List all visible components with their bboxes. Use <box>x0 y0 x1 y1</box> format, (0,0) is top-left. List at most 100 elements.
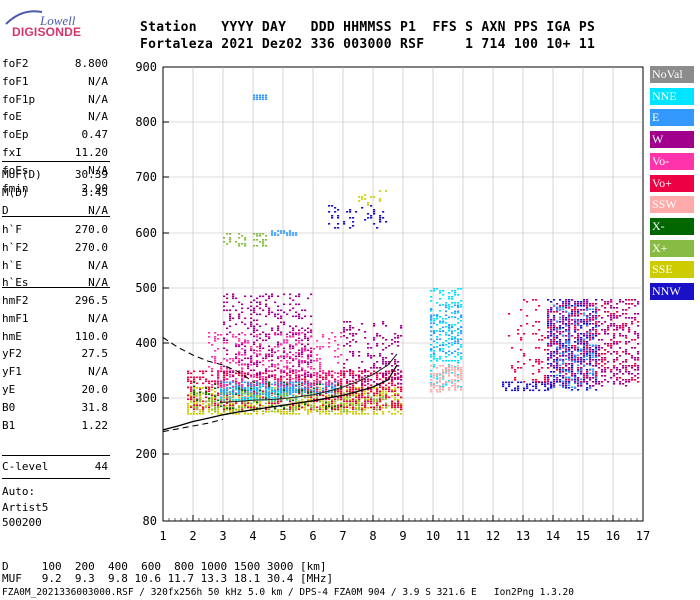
echo-point <box>565 346 568 349</box>
echo-point <box>244 295 247 298</box>
echo-point <box>538 339 541 341</box>
y-tick-label: 500 <box>135 281 157 295</box>
echo-point <box>595 311 598 313</box>
echo-point <box>256 365 259 368</box>
echo-point <box>307 327 310 330</box>
echo-point <box>262 413 265 415</box>
echo-point <box>241 380 244 382</box>
echo-point <box>448 324 451 327</box>
echo-point <box>289 348 292 350</box>
echo-point <box>346 343 349 345</box>
echo-point <box>232 403 235 405</box>
echo-point <box>538 389 541 392</box>
echo-point <box>307 387 310 390</box>
x-tick-label: 10 <box>426 529 440 543</box>
echo-point <box>367 353 370 355</box>
echo-point <box>256 393 259 396</box>
echo-point <box>586 331 589 333</box>
echo-point <box>199 409 202 411</box>
echo-point <box>442 294 445 296</box>
echo-point <box>223 393 226 396</box>
echo-point <box>352 377 355 379</box>
echo-point <box>322 346 325 348</box>
echo-point <box>271 293 274 296</box>
echo-point <box>394 361 397 363</box>
y-tick-label: 400 <box>135 336 157 350</box>
echo-point <box>334 340 337 342</box>
echo-point <box>622 373 625 375</box>
echo-point <box>580 339 583 341</box>
echo-point <box>439 310 442 312</box>
echo-point <box>634 317 637 319</box>
echo-point <box>256 239 259 241</box>
echo-point <box>451 336 454 338</box>
echo-point <box>373 325 376 327</box>
echo-point <box>430 376 433 378</box>
echo-point <box>307 382 310 385</box>
echo-point <box>553 352 556 355</box>
echo-point <box>547 349 550 351</box>
echo-point <box>562 359 565 361</box>
echo-point <box>265 235 268 237</box>
echo-point <box>589 352 592 355</box>
echo-point <box>580 333 583 335</box>
echo-point <box>322 401 325 403</box>
echo-point <box>619 355 622 357</box>
echo-point <box>328 394 331 397</box>
echo-point <box>571 365 574 367</box>
echo-point <box>439 374 442 376</box>
echo-point <box>448 326 451 329</box>
echo-point <box>247 365 250 368</box>
param-value: 44 <box>94 460 108 473</box>
echo-point <box>595 353 598 355</box>
echo-point <box>592 374 595 377</box>
echo-point <box>337 209 340 211</box>
param-label: foF1p <box>2 92 36 106</box>
echo-point <box>298 363 301 366</box>
echo-point <box>361 394 364 397</box>
echo-point <box>583 349 586 351</box>
echo-point <box>226 398 229 401</box>
echo-cluster-nne <box>430 288 463 388</box>
echo-point <box>307 343 310 346</box>
echo-point <box>577 377 580 379</box>
echo-point <box>250 402 253 405</box>
echo-point <box>397 341 400 343</box>
echo-point <box>328 338 331 340</box>
echo-point <box>568 315 571 317</box>
echo-point <box>289 351 292 354</box>
echo-point <box>187 407 190 409</box>
echo-point <box>583 299 586 301</box>
echo-point <box>208 400 211 403</box>
echo-point <box>226 333 229 336</box>
echo-point <box>457 374 460 376</box>
echo-point <box>256 391 259 393</box>
echo-point <box>271 397 274 399</box>
echo-point <box>253 380 256 382</box>
echo-point <box>562 305 565 307</box>
echo-point <box>337 376 340 378</box>
echo-point <box>550 385 553 387</box>
echo-point <box>262 233 265 235</box>
echo-point <box>256 381 259 384</box>
echo-point <box>232 374 235 377</box>
echo-point <box>454 290 457 292</box>
echo-point <box>340 384 343 386</box>
echo-point <box>559 384 562 387</box>
echo-point <box>382 357 385 359</box>
echo-point <box>349 399 352 401</box>
echo-point <box>370 396 373 399</box>
echo-point <box>547 321 550 323</box>
y-tick-label: 80 <box>143 514 157 528</box>
echo-point <box>514 387 517 390</box>
echo-point <box>382 396 385 399</box>
echo-point <box>529 359 532 361</box>
echo-point <box>334 400 337 403</box>
echo-point <box>289 309 292 312</box>
echo-point <box>502 385 505 388</box>
echo-point <box>190 386 193 389</box>
echo-point <box>259 361 262 364</box>
echo-point <box>214 358 217 360</box>
echo-point <box>208 409 211 411</box>
echo-point <box>442 290 445 292</box>
